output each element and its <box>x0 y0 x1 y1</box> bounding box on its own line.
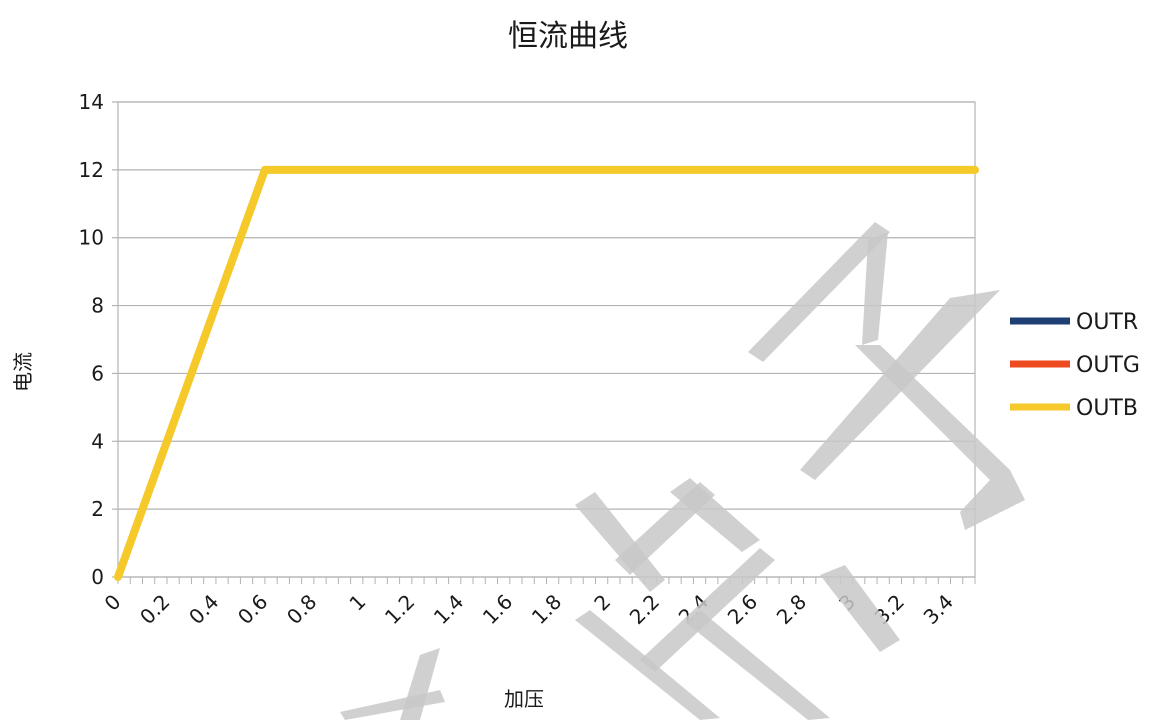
x-tick-label: 0.4 <box>184 590 223 629</box>
x-tick-label: 2.2 <box>625 590 664 629</box>
y-tick-labels: 0 2 4 6 8 10 12 14 <box>79 90 104 589</box>
y-tick-label: 12 <box>79 158 104 182</box>
y-tick-label: 4 <box>91 429 104 453</box>
watermark-stroke <box>685 610 830 720</box>
y-tick-label: 0 <box>91 565 104 589</box>
x-tick-labels: 0 0.2 0.4 0.6 0.8 1 1.2 1.4 1.6 1.8 2 2.2 2.4 2.6 2.8 3… <box>100 590 958 629</box>
watermark-stroke <box>400 648 440 720</box>
x-tick-label: 0 <box>100 590 126 616</box>
y-tick-label: 8 <box>91 294 104 318</box>
x-tick-label: 1.6 <box>478 590 517 629</box>
watermark-stroke <box>820 565 900 652</box>
series-lines <box>114 165 979 581</box>
axes <box>112 101 976 584</box>
y-tick-label: 14 <box>79 90 104 114</box>
y-axis-title: 电流 <box>11 352 35 392</box>
x-tick-label: 2 <box>589 590 615 616</box>
watermark-stroke <box>340 690 445 720</box>
legend[interactable]: OUTR OUTG OUTB <box>1010 310 1140 421</box>
x-tick-label: 3.4 <box>919 590 958 629</box>
legend-label-outg: OUTG <box>1076 353 1140 378</box>
legend-label-outr: OUTR <box>1076 310 1138 335</box>
x-axis-title: 加压 <box>504 687 544 711</box>
watermark-stroke <box>855 345 1025 530</box>
x-tick-label: 1.8 <box>527 590 566 629</box>
watermark <box>340 222 1025 720</box>
legend-label-outb: OUTB <box>1076 396 1138 421</box>
y-tick-label: 10 <box>79 226 104 250</box>
x-tick-label: 1.4 <box>429 590 468 629</box>
x-tick-label: 0.2 <box>135 590 174 629</box>
watermark-stroke <box>615 482 715 575</box>
chart-title: 恒流曲线 <box>508 19 628 54</box>
series-line-outb <box>114 165 979 581</box>
watermark-stroke <box>640 548 775 672</box>
x-tick-label: 1.2 <box>380 590 419 629</box>
watermark-stroke <box>748 222 890 362</box>
y-tick-label: 2 <box>91 497 104 521</box>
x-tick-label: 0.6 <box>233 590 272 629</box>
watermark-stroke <box>575 492 665 592</box>
x-tick-label: 1 <box>344 590 370 616</box>
x-tick-label: 0.8 <box>282 590 321 629</box>
watermark-stroke <box>575 610 720 720</box>
watermark-stroke <box>862 232 888 345</box>
y-tick-label: 6 <box>91 361 104 385</box>
x-tick-label: 2.8 <box>772 590 811 629</box>
